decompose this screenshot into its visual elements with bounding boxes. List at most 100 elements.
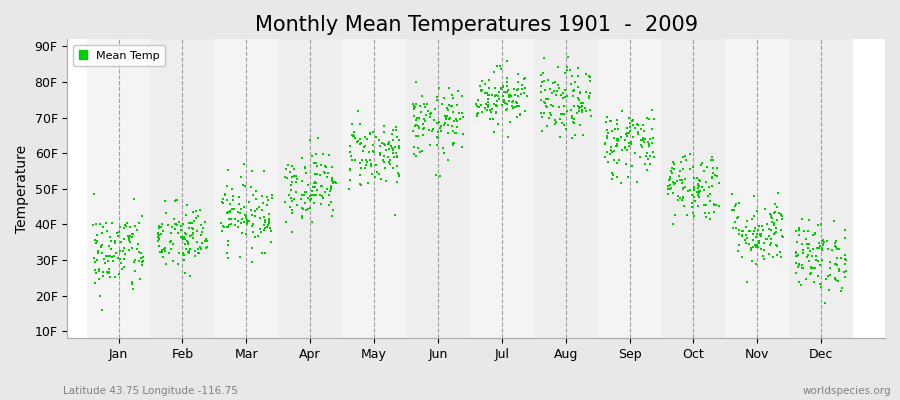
Point: [316, 169, 330, 176]
Point: [534, 72, 548, 78]
Point: [409, 122, 423, 128]
Point: [554, 110, 569, 117]
Point: [560, 67, 574, 74]
Point: [705, 174, 719, 181]
Point: [738, 236, 752, 243]
Point: [560, 107, 574, 114]
Point: [176, 220, 191, 227]
Point: [322, 152, 337, 158]
Point: [326, 180, 340, 186]
Point: [813, 262, 827, 268]
Point: [500, 78, 514, 85]
Point: [634, 142, 649, 149]
Point: [304, 219, 319, 225]
Point: [116, 256, 130, 263]
Point: [434, 123, 448, 129]
Point: [286, 196, 301, 202]
Point: [390, 153, 404, 160]
Point: [692, 182, 706, 189]
Point: [430, 129, 445, 136]
Point: [392, 172, 406, 179]
Point: [749, 244, 763, 250]
Point: [177, 230, 192, 236]
Point: [635, 135, 650, 142]
Point: [294, 178, 309, 184]
Point: [165, 230, 179, 236]
Point: [127, 196, 141, 202]
Point: [496, 84, 510, 90]
Point: [666, 220, 680, 227]
Point: [663, 186, 678, 192]
Point: [603, 118, 617, 124]
Point: [390, 154, 404, 160]
Point: [425, 128, 439, 134]
Point: [567, 116, 581, 122]
Point: [554, 92, 569, 98]
Point: [607, 148, 621, 155]
Point: [224, 215, 238, 222]
Point: [726, 207, 741, 213]
Point: [537, 99, 552, 105]
Point: [301, 195, 315, 201]
Point: [742, 241, 757, 247]
Point: [728, 219, 742, 226]
Point: [734, 228, 749, 234]
Point: [710, 173, 724, 179]
Point: [745, 216, 760, 222]
Point: [773, 249, 788, 255]
Point: [409, 122, 423, 129]
Point: [248, 234, 262, 240]
Point: [112, 224, 127, 230]
Point: [178, 236, 193, 242]
Point: [601, 130, 616, 136]
Point: [571, 95, 585, 102]
Point: [480, 107, 494, 113]
Point: [190, 239, 204, 246]
Point: [573, 122, 588, 128]
Point: [625, 163, 639, 169]
Point: [414, 108, 428, 115]
Point: [774, 210, 788, 217]
Point: [318, 169, 332, 176]
Point: [198, 218, 212, 225]
Point: [132, 220, 147, 226]
Point: [162, 239, 176, 246]
Point: [799, 236, 814, 242]
Point: [176, 236, 190, 242]
Point: [362, 149, 376, 156]
Point: [605, 148, 619, 155]
Point: [538, 96, 553, 102]
Point: [499, 107, 513, 114]
Point: [794, 282, 808, 288]
Point: [550, 88, 564, 95]
Point: [238, 231, 253, 237]
Point: [422, 142, 436, 148]
Point: [237, 204, 251, 210]
Point: [326, 207, 340, 214]
Point: [363, 130, 377, 136]
Point: [567, 103, 581, 110]
Point: [325, 175, 339, 181]
Point: [281, 162, 295, 168]
Point: [92, 268, 106, 274]
Point: [809, 253, 824, 259]
Point: [644, 140, 659, 146]
Point: [179, 212, 194, 218]
Point: [508, 98, 523, 105]
Point: [194, 246, 208, 252]
Point: [739, 224, 753, 230]
Point: [111, 233, 125, 240]
Point: [89, 270, 104, 276]
Point: [102, 268, 116, 275]
Point: [558, 94, 572, 100]
Point: [379, 178, 393, 184]
Point: [245, 222, 259, 229]
Point: [744, 258, 759, 264]
Point: [344, 152, 358, 159]
Point: [728, 225, 742, 231]
Point: [640, 115, 654, 121]
Point: [483, 107, 498, 114]
Point: [693, 188, 707, 194]
Point: [322, 192, 337, 198]
Point: [518, 108, 532, 114]
